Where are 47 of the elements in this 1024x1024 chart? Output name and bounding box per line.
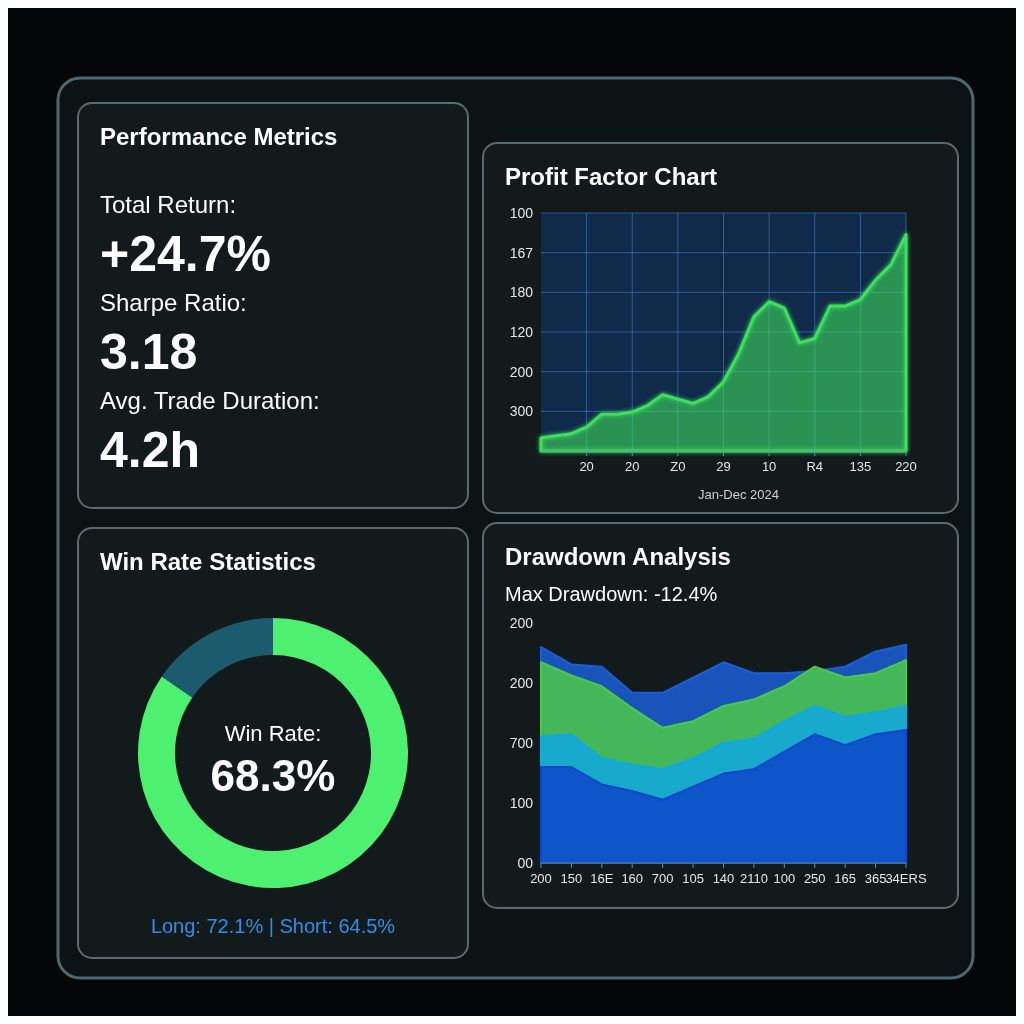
x-tick-label: 20 [579,459,594,474]
x-tick-label: 165 [834,871,857,886]
text: 120 [509,324,534,340]
text: 300 [509,403,534,420]
text: +24.7% [100,226,271,282]
text: Win Rate: [224,721,322,746]
x-tick-label: 29 [716,459,731,474]
chart-title: Win Rate Statistics [100,548,316,575]
x-tick-label: 700 [651,871,674,886]
chart-subtitle: Max Drawdown: -12.4% [505,583,718,605]
text: 167 [509,244,534,261]
x-tick-label: 135 [849,459,872,474]
x-tick-label: 100 [773,871,796,886]
x-tick-label: 140 [712,871,735,886]
x-tick-label: 2110 [739,871,768,886]
text: 68.3% [210,751,336,800]
x-tick-label: 365 [864,871,887,886]
x-tick-label: 160 [621,871,644,886]
x-tick-label: 20 [625,459,640,474]
x-axis-title: Jan-Dec 2024 [698,487,779,502]
x-tick-label: 10 [761,459,777,474]
text: 200 [509,615,534,631]
x-tick-label: 150 [560,871,583,886]
x-tick-label: 200 [530,871,552,886]
text: 700 [509,735,534,751]
text: 100 [509,795,534,811]
text: 00 [517,855,534,871]
x-tick-label: 16E [590,871,614,886]
text: 180 [509,284,534,301]
x-tick-label: 250 [803,871,826,886]
text: 3.18 [100,324,198,380]
x-tick-label: 105 [682,871,704,886]
chart-title: Profit Factor Chart [505,163,718,190]
text: Performance Metrics [100,123,338,150]
text: 4.2h [100,422,201,478]
text: 100 [509,205,534,221]
x-tick-label: R4 [806,459,824,474]
x-tick-label: Z0 [670,459,686,474]
chart-title: Drawdown Analysis [505,543,731,570]
text: Long: 72.1% | Short: 64.5% [150,915,396,937]
x-tick-label: 220 [895,459,917,474]
text: Total Return: [100,191,237,218]
text: 200 [509,363,534,380]
text: Sharpe Ratio: [100,289,247,316]
x-tick-label: 34ERS [885,871,927,886]
text: 200 [509,675,534,691]
text: Avg. Trade Duration: [100,387,320,414]
